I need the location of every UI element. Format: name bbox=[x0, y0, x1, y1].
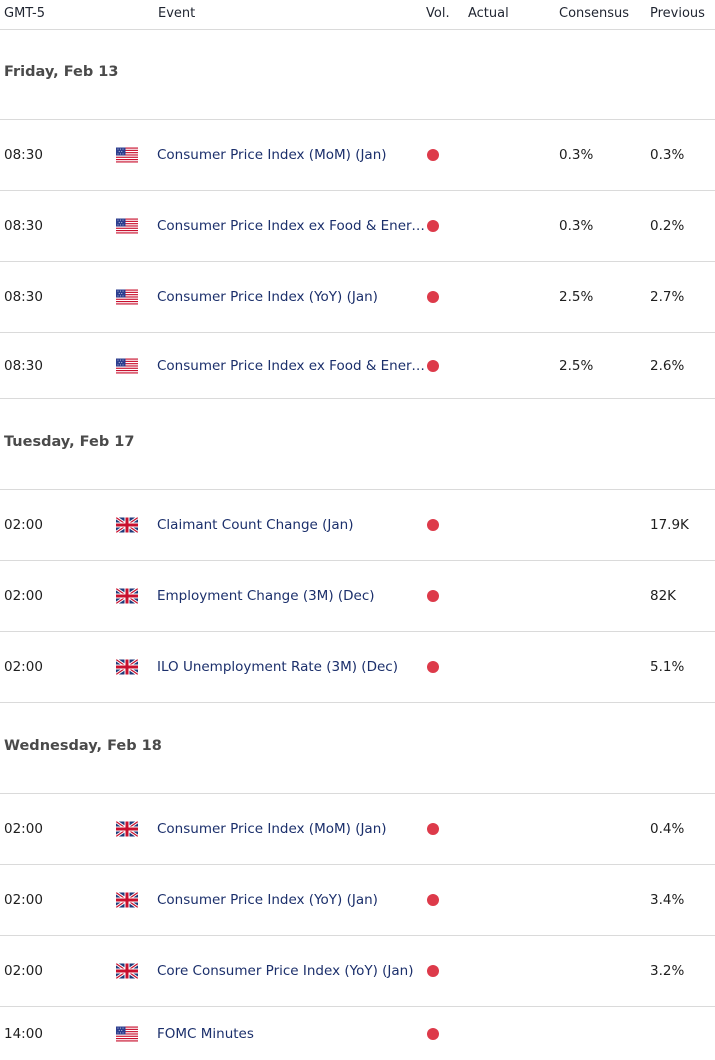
us-flag-icon bbox=[116, 1026, 138, 1041]
event-column-header: Event bbox=[158, 6, 196, 21]
high-volatility-dot-icon bbox=[427, 220, 439, 232]
event-row[interactable]: 02:00 Consumer Price Index (YoY) (Jan) 3… bbox=[0, 865, 715, 936]
volatility-column-header: Vol. bbox=[426, 6, 450, 21]
event-name[interactable]: Claimant Count Change (Jan) bbox=[157, 517, 354, 533]
uk-flag-icon bbox=[116, 963, 138, 979]
high-volatility-dot-icon bbox=[427, 359, 439, 372]
event-time: 02:00 bbox=[4, 892, 43, 908]
high-volatility-dot-icon bbox=[427, 823, 439, 835]
consensus-value: 2.5% bbox=[559, 289, 594, 305]
column-header: GMT-5 Event Vol. Actual Consensus Previo… bbox=[0, 0, 715, 30]
day-label: Friday, Feb 13 bbox=[4, 64, 119, 80]
previous-value: 0.2% bbox=[650, 218, 685, 234]
event-time: 02:00 bbox=[4, 517, 43, 533]
event-row[interactable]: 02:00 Core Consumer Price Index (YoY) (J… bbox=[0, 936, 715, 1007]
event-row[interactable]: 02:00 Employment Change (3M) (Dec) 82K bbox=[0, 561, 715, 632]
event-time: 08:30 bbox=[4, 218, 43, 234]
event-name[interactable]: Employment Change (3M) (Dec) bbox=[157, 588, 375, 604]
event-time: 08:30 bbox=[4, 147, 43, 163]
event-name[interactable]: Consumer Price Index (YoY) (Jan) bbox=[157, 289, 378, 305]
previous-value: 2.7% bbox=[650, 289, 685, 305]
event-time: 02:00 bbox=[4, 588, 43, 604]
event-row[interactable]: 08:30 Consumer Price Index (YoY) (Jan) 2… bbox=[0, 262, 715, 333]
event-row[interactable]: 02:00 ILO Unemployment Rate (3M) (Dec) 5… bbox=[0, 632, 715, 703]
day-header: Friday, Feb 13 bbox=[0, 30, 715, 120]
event-name[interactable]: Consumer Price Index ex Food & Energy (Y… bbox=[157, 357, 425, 374]
day-label: Wednesday, Feb 18 bbox=[4, 738, 162, 754]
day-header: Wednesday, Feb 18 bbox=[0, 703, 715, 794]
high-volatility-dot-icon bbox=[427, 661, 439, 673]
previous-value: 82K bbox=[650, 588, 677, 604]
uk-flag-icon bbox=[116, 517, 138, 533]
previous-column-header: Previous bbox=[650, 6, 705, 21]
event-name[interactable]: Consumer Price Index (MoM) (Jan) bbox=[157, 821, 387, 837]
consensus-value: 0.3% bbox=[559, 147, 594, 163]
event-time: 14:00 bbox=[4, 1025, 43, 1042]
high-volatility-dot-icon bbox=[427, 291, 439, 303]
previous-value: 3.2% bbox=[650, 963, 685, 979]
consensus-value: 2.5% bbox=[559, 357, 594, 374]
event-time: 02:00 bbox=[4, 659, 43, 675]
us-flag-icon bbox=[116, 218, 138, 234]
event-name[interactable]: FOMC Minutes bbox=[157, 1025, 254, 1042]
event-name[interactable]: Consumer Price Index (MoM) (Jan) bbox=[157, 147, 387, 163]
event-time: 08:30 bbox=[4, 289, 43, 305]
high-volatility-dot-icon bbox=[427, 519, 439, 531]
event-row[interactable]: 08:30 Consumer Price Index ex Food & Ene… bbox=[0, 333, 715, 399]
event-name[interactable]: ILO Unemployment Rate (3M) (Dec) bbox=[157, 659, 398, 675]
uk-flag-icon bbox=[116, 588, 138, 604]
timezone-label[interactable]: GMT-5 bbox=[4, 6, 45, 21]
event-name[interactable]: Core Consumer Price Index (YoY) (Jan) bbox=[157, 963, 414, 979]
event-row[interactable]: 02:00 Claimant Count Change (Jan) 17.9K bbox=[0, 490, 715, 561]
event-row[interactable]: 08:30 Consumer Price Index (MoM) (Jan) 0… bbox=[0, 120, 715, 191]
event-time: 02:00 bbox=[4, 963, 43, 979]
previous-value: 0.4% bbox=[650, 821, 685, 837]
high-volatility-dot-icon bbox=[427, 894, 439, 906]
high-volatility-dot-icon bbox=[427, 1027, 439, 1040]
day-header: Tuesday, Feb 17 bbox=[0, 399, 715, 490]
previous-value: 5.1% bbox=[650, 659, 685, 675]
high-volatility-dot-icon bbox=[427, 590, 439, 602]
high-volatility-dot-icon bbox=[427, 149, 439, 161]
event-row[interactable]: 14:00 FOMC Minutes bbox=[0, 1007, 715, 1060]
us-flag-icon bbox=[116, 358, 138, 373]
previous-value: 0.3% bbox=[650, 147, 685, 163]
previous-value: 2.6% bbox=[650, 357, 685, 374]
event-row[interactable]: 02:00 Consumer Price Index (MoM) (Jan) 0… bbox=[0, 794, 715, 865]
consensus-column-header: Consensus bbox=[559, 6, 630, 21]
uk-flag-icon bbox=[116, 821, 138, 837]
previous-value: 3.4% bbox=[650, 892, 685, 908]
previous-value: 17.9K bbox=[650, 517, 689, 533]
high-volatility-dot-icon bbox=[427, 965, 439, 977]
actual-column-header: Actual bbox=[468, 6, 509, 21]
event-name[interactable]: Consumer Price Index ex Food & Energy (M… bbox=[157, 218, 425, 234]
us-flag-icon bbox=[116, 289, 138, 305]
event-time: 08:30 bbox=[4, 357, 43, 374]
event-row[interactable]: 08:30 Consumer Price Index ex Food & Ene… bbox=[0, 191, 715, 262]
event-name[interactable]: Consumer Price Index (YoY) (Jan) bbox=[157, 892, 378, 908]
uk-flag-icon bbox=[116, 659, 138, 675]
consensus-value: 0.3% bbox=[559, 218, 594, 234]
day-label: Tuesday, Feb 17 bbox=[4, 434, 135, 450]
uk-flag-icon bbox=[116, 892, 138, 908]
us-flag-icon bbox=[116, 147, 138, 163]
event-time: 02:00 bbox=[4, 821, 43, 837]
